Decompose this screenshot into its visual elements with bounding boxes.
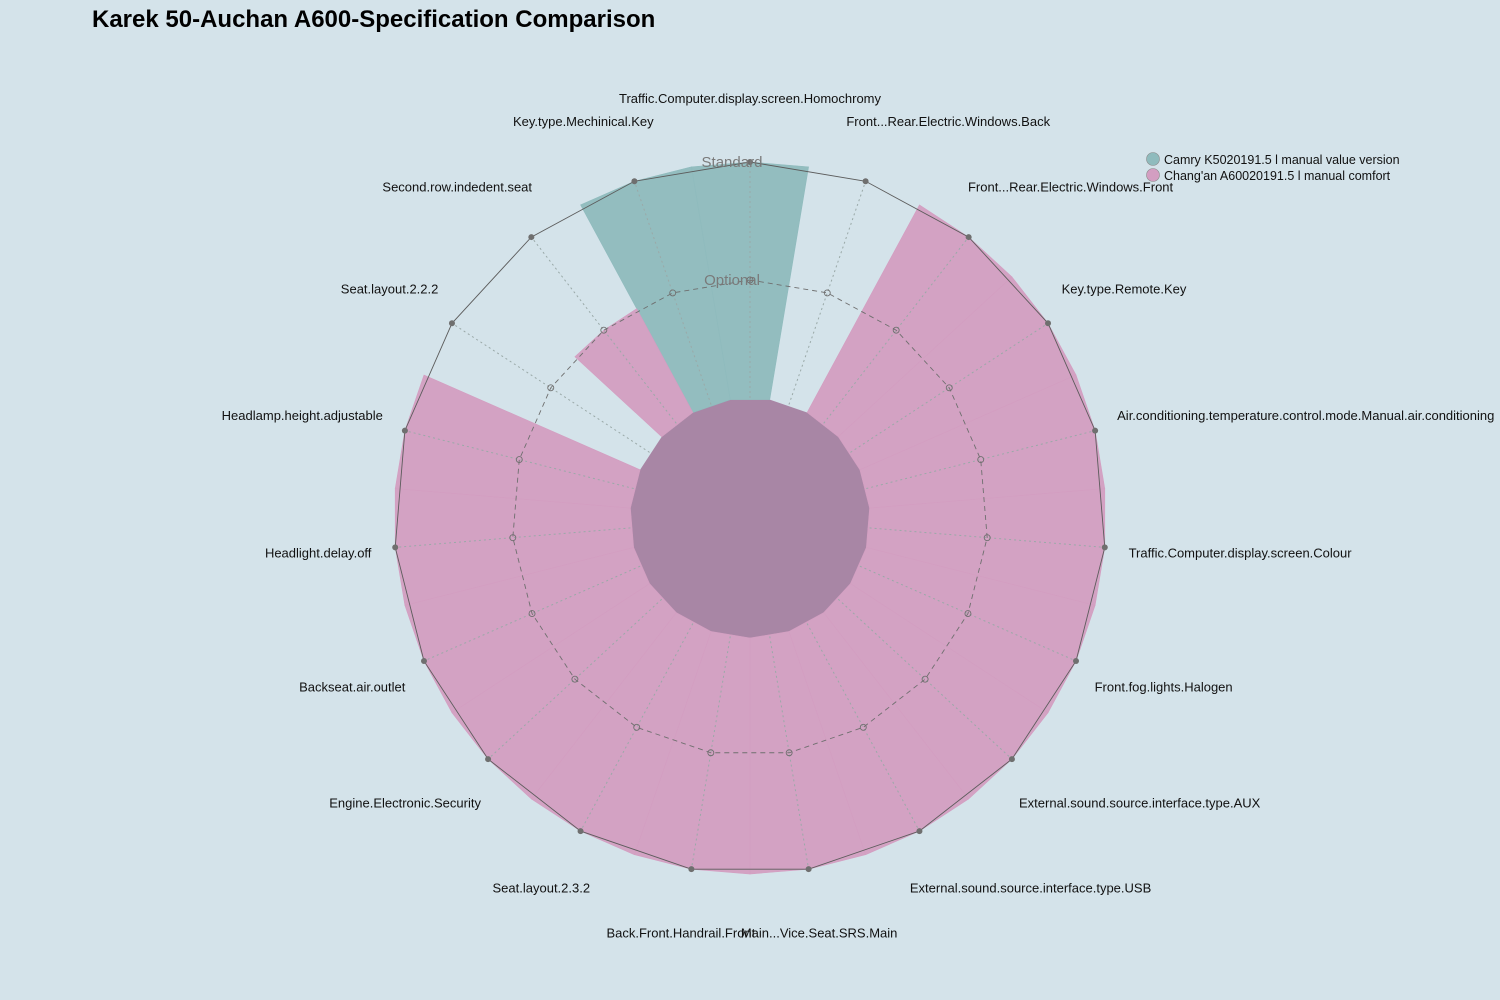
axis-label-11: Seat.layout.2.3.2 [493, 880, 591, 895]
level-label-optional: Optional [704, 272, 760, 289]
spoke-13 [423, 565, 641, 662]
spoke-15 [404, 430, 634, 490]
series-1-slice-17 [574, 308, 694, 438]
grid-point-optional-17 [600, 326, 608, 334]
axis-label-10: Back.Front.Handrail.Front [606, 925, 755, 940]
grid-point-optional-0 [746, 276, 754, 284]
grid-point-standard-3 [1045, 320, 1052, 327]
grid-point-standard-18 [631, 178, 638, 185]
spoke-14 [395, 527, 631, 548]
grid-point-optional-18 [669, 289, 677, 297]
axis-label-16: Seat.layout.2.2.2 [341, 281, 439, 296]
legend-label-0: Camry K5020191.5 l manual value version [1164, 153, 1400, 167]
grid-point-optional-11 [633, 723, 641, 731]
grid-point-standard-10 [688, 866, 695, 873]
axis-label-2: Front...Rear.Electric.Windows.Front [968, 180, 1174, 195]
grid-point-optional-9 [785, 749, 793, 757]
axis-label-18: Key.type.Mechinical.Key [513, 114, 654, 129]
axis-label-4: Air.conditioning.temperature.control.mod… [1117, 408, 1494, 423]
legend-swatch-0 [1146, 152, 1160, 166]
spoke-9 [769, 636, 810, 870]
spoke-17 [530, 236, 677, 424]
grid-point-optional-6 [964, 610, 972, 618]
axis-label-0: Traffic.Computer.display.screen.Homochro… [619, 91, 882, 106]
grid-point-optional-16 [547, 384, 555, 392]
spoke-1 [788, 181, 867, 405]
grid-point-optional-7 [921, 675, 929, 683]
grid-point-standard-17 [528, 234, 535, 241]
axis-label-17: Second.row.indedent.seat [382, 180, 532, 195]
axis-label-6: Front.fog.lights.Halogen [1095, 680, 1233, 695]
grid-point-standard-11 [577, 828, 584, 835]
grid-point-standard-0 [747, 159, 753, 165]
grid-point-standard-13 [420, 658, 427, 665]
grid-point-standard-7 [1008, 756, 1015, 763]
spoke-5 [869, 527, 1105, 548]
grid-point-optional-1 [823, 289, 831, 297]
grid-point-optional-14 [509, 534, 517, 542]
grid-point-optional-2 [892, 326, 900, 334]
grid-point-standard-6 [1073, 658, 1080, 665]
grid-point-optional-12 [571, 675, 579, 683]
series-1-slice-15 [394, 374, 641, 509]
grid-point-standard-15 [401, 427, 408, 434]
grid-point-standard-9 [805, 866, 812, 873]
axis-label-5: Traffic.Computer.display.screen.Colour [1129, 546, 1353, 561]
series-1-slice-5 [866, 488, 1106, 606]
grid-point-optional-13 [528, 610, 536, 618]
grid-point-standard-4 [1092, 427, 1099, 434]
legend-label-1: Chang'an A60020191.5 l manual comfort [1164, 169, 1391, 183]
grid-ring-standard [394, 161, 1106, 870]
spoke-2 [823, 236, 970, 424]
grid-point-standard-5 [1101, 544, 1108, 551]
series-1-slice-14 [394, 488, 634, 606]
spoke-12 [487, 598, 663, 760]
spoke-8 [806, 623, 920, 832]
spoke-7 [837, 598, 1013, 760]
grid-point-standard-14 [392, 544, 399, 551]
center-region [630, 399, 870, 638]
axis-label-12: Engine.Electronic.Security [329, 795, 481, 810]
grid-point-standard-1 [862, 178, 869, 185]
grid-point-optional-3 [945, 384, 953, 392]
spoke-10 [690, 636, 731, 870]
spoke-11 [580, 623, 694, 832]
axis-label-7: External.sound.source.interface.type.AUX [1019, 795, 1261, 810]
axis-label-3: Key.type.Remote.Key [1062, 281, 1187, 296]
axis-label-15: Headlamp.height.adjustable [222, 408, 383, 423]
spoke-3 [850, 322, 1049, 453]
grid-point-optional-15 [515, 456, 523, 464]
spoke-6 [859, 565, 1077, 662]
grid-point-standard-12 [485, 756, 492, 763]
grid-point-optional-5 [983, 534, 991, 542]
axis-label-9: Main...Vice.Seat.SRS.Main [741, 925, 898, 940]
grid-point-optional-8 [859, 723, 867, 731]
level-label-standard: Standard [702, 154, 763, 171]
axis-label-8: External.sound.source.interface.type.USB [910, 880, 1151, 895]
axis-label-1: Front...Rear.Electric.Windows.Back [846, 114, 1050, 129]
grid-point-standard-16 [448, 320, 455, 327]
spoke-16 [451, 322, 650, 453]
grid-point-standard-8 [916, 828, 923, 835]
axis-label-13: Backseat.air.outlet [299, 680, 406, 695]
spoke-4 [866, 430, 1096, 490]
spoke-18 [633, 181, 712, 405]
grid-point-optional-4 [977, 456, 985, 464]
legend-swatch-1 [1146, 168, 1160, 182]
axis-label-14: Headlight.delay.off [265, 546, 372, 561]
chart-title: Karek 50-Auchan A600-Specification Compa… [92, 6, 656, 33]
grid-point-standard-2 [965, 234, 972, 241]
grid-point-optional-10 [707, 749, 715, 757]
